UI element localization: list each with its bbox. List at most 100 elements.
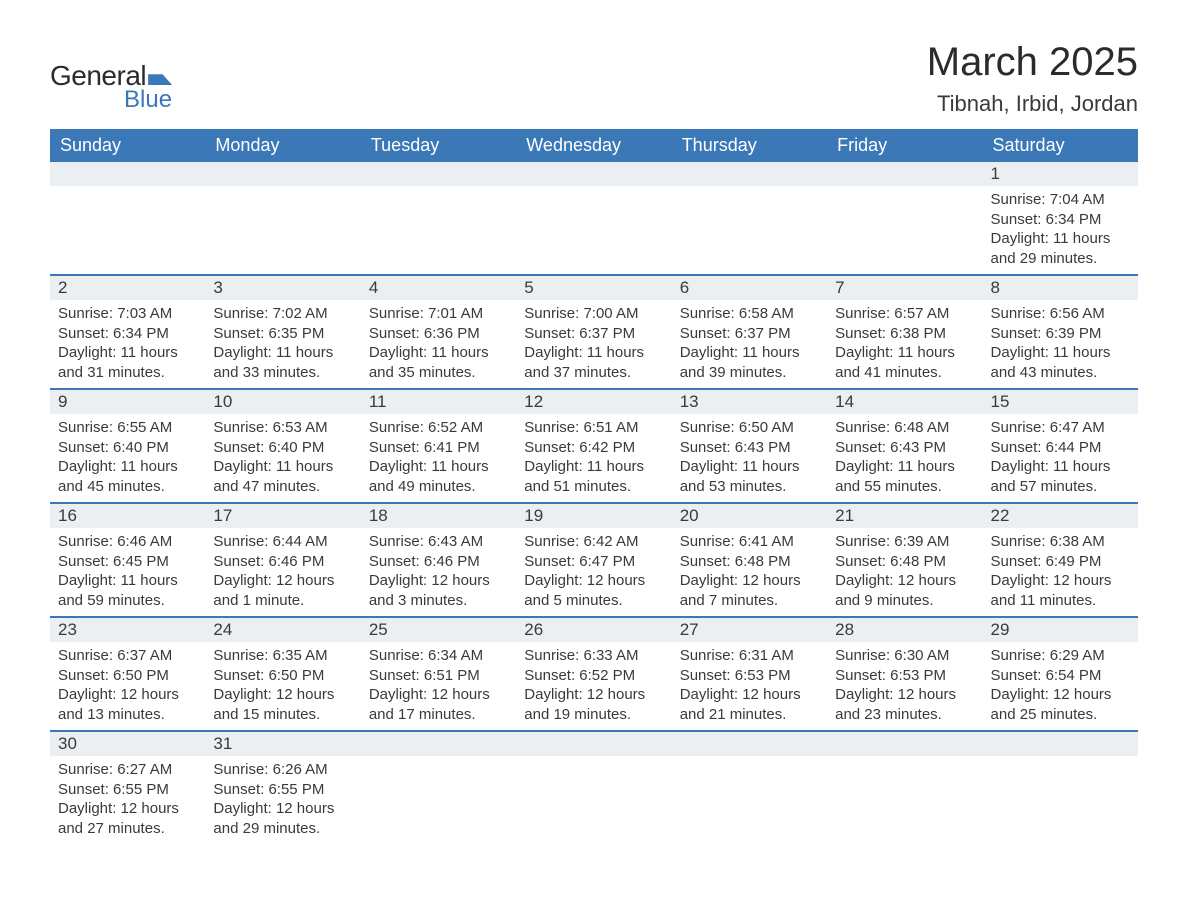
sunrise-line: Sunrise: 7:03 AM bbox=[58, 304, 197, 324]
calendar-day-cell: 9Sunrise: 6:55 AMSunset: 6:40 PMDaylight… bbox=[50, 389, 205, 503]
daylight-line: Daylight: 12 hours and 19 minutes. bbox=[524, 685, 663, 724]
day-details: Sunrise: 6:31 AMSunset: 6:53 PMDaylight:… bbox=[672, 642, 827, 730]
calendar-day-cell: 21Sunrise: 6:39 AMSunset: 6:48 PMDayligh… bbox=[827, 503, 982, 617]
calendar-week-row: 1Sunrise: 7:04 AMSunset: 6:34 PMDaylight… bbox=[50, 162, 1138, 275]
weekday-header: Sunday bbox=[50, 129, 205, 162]
sunrise-line: Sunrise: 6:46 AM bbox=[58, 532, 197, 552]
daylight-line: Daylight: 11 hours and 37 minutes. bbox=[524, 343, 663, 382]
sunset-line: Sunset: 6:37 PM bbox=[680, 324, 819, 344]
sunrise-line: Sunrise: 6:44 AM bbox=[213, 532, 352, 552]
sunrise-line: Sunrise: 6:26 AM bbox=[213, 760, 352, 780]
sunset-line: Sunset: 6:50 PM bbox=[213, 666, 352, 686]
day-details: Sunrise: 7:04 AMSunset: 6:34 PMDaylight:… bbox=[983, 186, 1138, 274]
calendar-day-cell: 24Sunrise: 6:35 AMSunset: 6:50 PMDayligh… bbox=[205, 617, 360, 731]
calendar-day-cell: 14Sunrise: 6:48 AMSunset: 6:43 PMDayligh… bbox=[827, 389, 982, 503]
calendar-day-cell: 25Sunrise: 6:34 AMSunset: 6:51 PMDayligh… bbox=[361, 617, 516, 731]
calendar-day-cell: 17Sunrise: 6:44 AMSunset: 6:46 PMDayligh… bbox=[205, 503, 360, 617]
day-number: 23 bbox=[50, 618, 205, 642]
logo-shape-icon bbox=[148, 67, 172, 85]
daylight-line: Daylight: 11 hours and 31 minutes. bbox=[58, 343, 197, 382]
month-title: March 2025 bbox=[927, 40, 1138, 85]
calendar-day-cell: 18Sunrise: 6:43 AMSunset: 6:46 PMDayligh… bbox=[361, 503, 516, 617]
sunset-line: Sunset: 6:40 PM bbox=[58, 438, 197, 458]
calendar-day-cell: 26 Sunrise: 6:33 AMSunset: 6:52 PMDayligh… bbox=[516, 617, 671, 731]
day-number: 25 bbox=[361, 618, 516, 642]
calendar-day-cell: 1Sunrise: 7:04 AMSunset: 6:34 PMDaylight… bbox=[983, 162, 1138, 275]
day-number: 29 bbox=[983, 618, 1138, 642]
day-details: Sunrise: 6:58 AMSunset: 6:37 PMDaylight:… bbox=[672, 300, 827, 388]
daylight-line: Daylight: 11 hours and 49 minutes. bbox=[369, 457, 508, 496]
daylight-line: Daylight: 12 hours and 9 minutes. bbox=[835, 571, 974, 610]
day-details: Sunrise: 6:34 AMSunset: 6:51 PMDaylight:… bbox=[361, 642, 516, 730]
sunrise-line: Sunrise: 6:31 AM bbox=[680, 646, 819, 666]
daylight-line: Daylight: 11 hours and 39 minutes. bbox=[680, 343, 819, 382]
weekday-header: Tuesday bbox=[361, 129, 516, 162]
weekday-header-row: SundayMondayTuesdayWednesdayThursdayFrid… bbox=[50, 129, 1138, 162]
day-number: 15 bbox=[983, 390, 1138, 414]
daylight-line: Daylight: 11 hours and 45 minutes. bbox=[58, 457, 197, 496]
sunset-line: Sunset: 6:49 PM bbox=[991, 552, 1130, 572]
day-details: Sunrise: 7:01 AMSunset: 6:36 PMDaylight:… bbox=[361, 300, 516, 388]
day-details: Sunrise: 6:44 AMSunset: 6:46 PMDaylight:… bbox=[205, 528, 360, 616]
sunset-line: Sunset: 6:43 PM bbox=[680, 438, 819, 458]
calendar-empty-cell bbox=[516, 731, 671, 844]
calendar-day-cell: 15Sunrise: 6:47 AMSunset: 6:44 PMDayligh… bbox=[983, 389, 1138, 503]
sunset-line: Sunset: 6:53 PM bbox=[835, 666, 974, 686]
calendar-empty-cell bbox=[516, 162, 671, 275]
day-number: 22 bbox=[983, 504, 1138, 528]
daylight-line: Daylight: 12 hours and 27 minutes. bbox=[58, 799, 197, 838]
calendar-day-cell: 8Sunrise: 6:56 AMSunset: 6:39 PMDaylight… bbox=[983, 275, 1138, 389]
calendar-day-cell: 10Sunrise: 6:53 AMSunset: 6:40 PMDayligh… bbox=[205, 389, 360, 503]
daylight-line: Daylight: 12 hours and 11 minutes. bbox=[991, 571, 1130, 610]
daylight-line: Daylight: 11 hours and 57 minutes. bbox=[991, 457, 1130, 496]
calendar-day-cell: 6Sunrise: 6:58 AMSunset: 6:37 PMDaylight… bbox=[672, 275, 827, 389]
sunrise-line: Sunrise: 6:33 AM bbox=[524, 646, 663, 666]
calendar-day-cell: 19Sunrise: 6:42 AMSunset: 6:47 PMDayligh… bbox=[516, 503, 671, 617]
day-number: 12 bbox=[516, 390, 671, 414]
sunset-line: Sunset: 6:40 PM bbox=[213, 438, 352, 458]
day-number: 26 bbox=[516, 618, 671, 642]
day-number: 19 bbox=[516, 504, 671, 528]
calendar-day-cell: 31Sunrise: 6:26 AMSunset: 6:55 PMDayligh… bbox=[205, 731, 360, 844]
sunset-line: Sunset: 6:48 PM bbox=[835, 552, 974, 572]
calendar-week-row: 2Sunrise: 7:03 AMSunset: 6:34 PMDaylight… bbox=[50, 275, 1138, 389]
calendar-day-cell: 27Sunrise: 6:31 AMSunset: 6:53 PMDayligh… bbox=[672, 617, 827, 731]
sunset-line: Sunset: 6:55 PM bbox=[58, 780, 197, 800]
sunrise-line: Sunrise: 6:34 AM bbox=[369, 646, 508, 666]
sunrise-line: Sunrise: 6:29 AM bbox=[991, 646, 1130, 666]
day-number: 18 bbox=[361, 504, 516, 528]
sunset-line: Sunset: 6:46 PM bbox=[369, 552, 508, 572]
location: Tibnah, Irbid, Jordan bbox=[927, 91, 1138, 117]
logo-text-blue: Blue bbox=[124, 86, 172, 114]
sunset-line: Sunset: 6:39 PM bbox=[991, 324, 1130, 344]
calendar-day-cell: 5Sunrise: 7:00 AMSunset: 6:37 PMDaylight… bbox=[516, 275, 671, 389]
day-details: Sunrise: 7:03 AMSunset: 6:34 PMDaylight:… bbox=[50, 300, 205, 388]
day-details: Sunrise: 6:53 AMSunset: 6:40 PMDaylight:… bbox=[205, 414, 360, 502]
calendar-empty-cell bbox=[827, 162, 982, 275]
day-details: Sunrise: 6:42 AMSunset: 6:47 PMDaylight:… bbox=[516, 528, 671, 616]
sunset-line: Sunset: 6:36 PM bbox=[369, 324, 508, 344]
logo: General Blue bbox=[50, 60, 172, 114]
daylight-line: Daylight: 11 hours and 51 minutes. bbox=[524, 457, 663, 496]
calendar-empty-cell bbox=[361, 162, 516, 275]
sunset-line: Sunset: 6:52 PM bbox=[524, 666, 663, 686]
sunrise-line: Sunrise: 6:27 AM bbox=[58, 760, 197, 780]
sunset-line: Sunset: 6:47 PM bbox=[524, 552, 663, 572]
daylight-line: Daylight: 11 hours and 59 minutes. bbox=[58, 571, 197, 610]
sunrise-line: Sunrise: 6:52 AM bbox=[369, 418, 508, 438]
calendar-empty-cell bbox=[983, 731, 1138, 844]
day-number: 10 bbox=[205, 390, 360, 414]
day-details: Sunrise: 7:00 AMSunset: 6:37 PMDaylight:… bbox=[516, 300, 671, 388]
sunrise-line: Sunrise: 6:55 AM bbox=[58, 418, 197, 438]
sunset-line: Sunset: 6:34 PM bbox=[991, 210, 1130, 230]
calendar-day-cell: 20Sunrise: 6:41 AMSunset: 6:48 PMDayligh… bbox=[672, 503, 827, 617]
day-number: 2 bbox=[50, 276, 205, 300]
day-details: Sunrise: 6:37 AMSunset: 6:50 PMDaylight:… bbox=[50, 642, 205, 730]
calendar-day-cell: 2Sunrise: 7:03 AMSunset: 6:34 PMDaylight… bbox=[50, 275, 205, 389]
calendar-day-cell: 3Sunrise: 7:02 AMSunset: 6:35 PMDaylight… bbox=[205, 275, 360, 389]
calendar-week-row: 16Sunrise: 6:46 AMSunset: 6:45 PMDayligh… bbox=[50, 503, 1138, 617]
daylight-line: Daylight: 11 hours and 33 minutes. bbox=[213, 343, 352, 382]
sunset-line: Sunset: 6:34 PM bbox=[58, 324, 197, 344]
title-block: March 2025 Tibnah, Irbid, Jordan bbox=[927, 40, 1138, 117]
day-number: 7 bbox=[827, 276, 982, 300]
